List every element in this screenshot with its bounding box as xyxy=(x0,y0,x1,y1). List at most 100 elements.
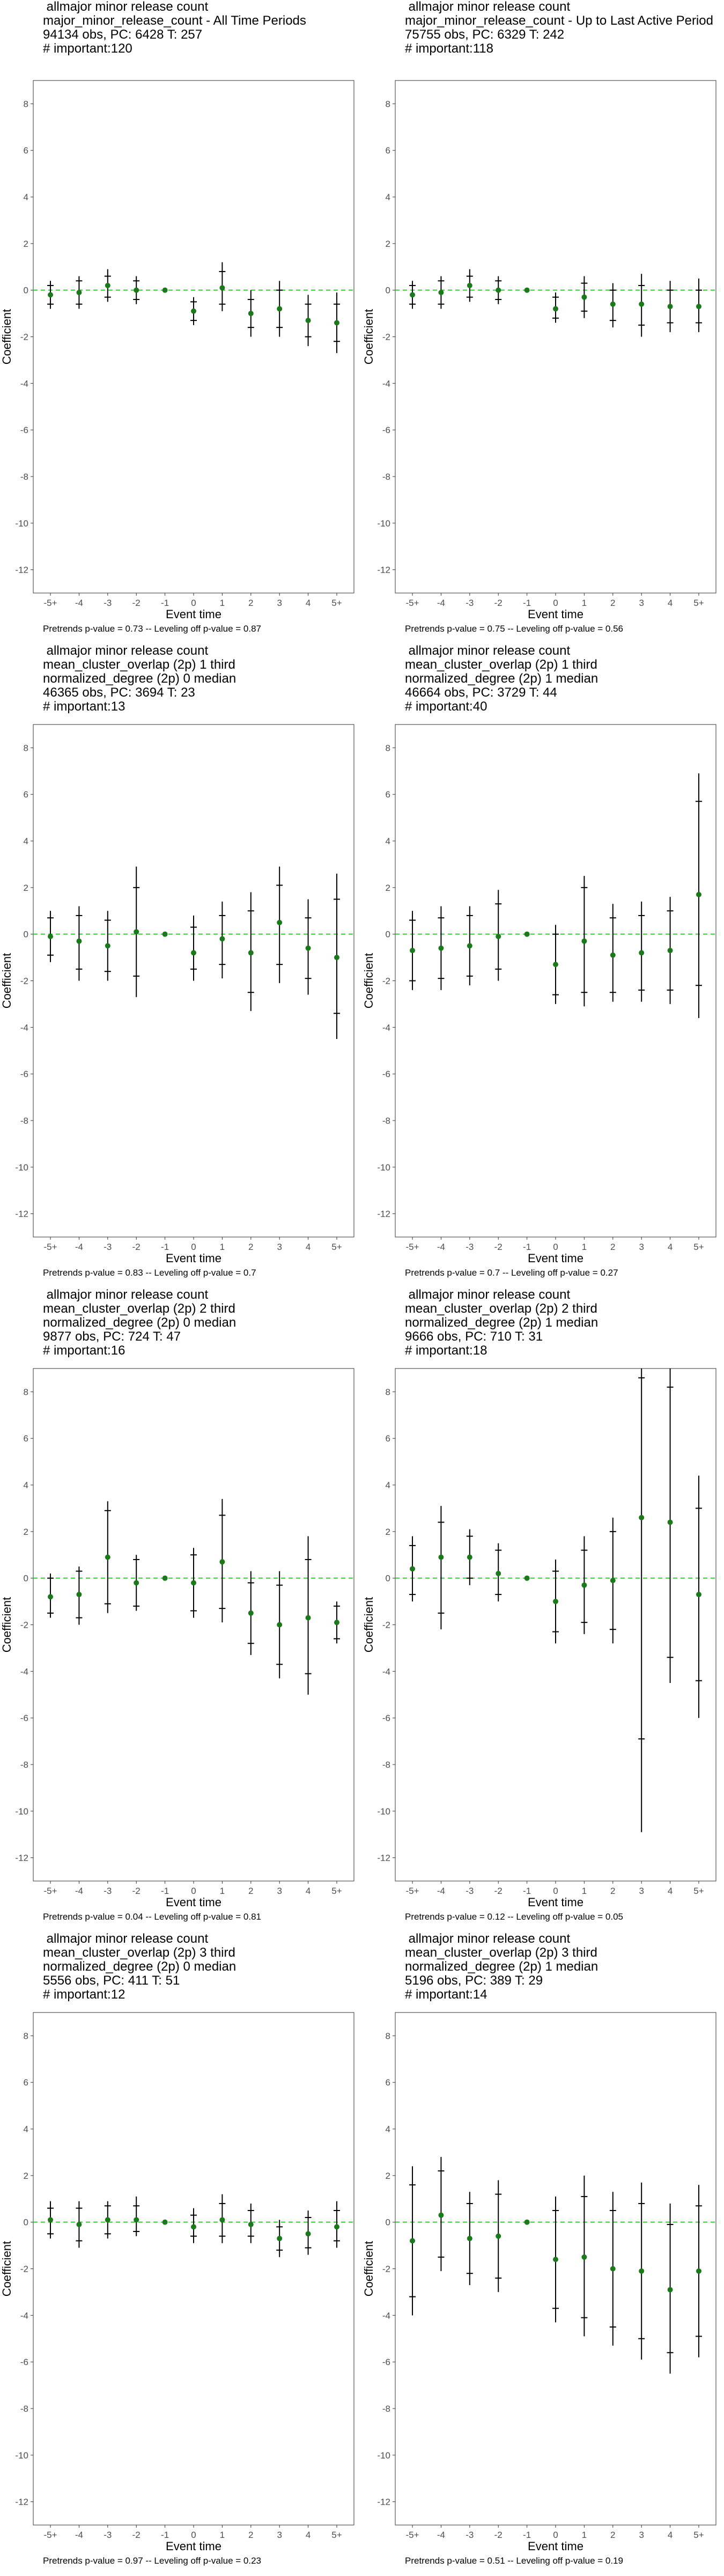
coefficient-point xyxy=(76,938,82,944)
y-axis-label: Coefficient xyxy=(362,2241,375,2297)
x-tick-label: -5+ xyxy=(406,598,419,608)
y-axis-label: Coefficient xyxy=(0,2241,13,2297)
x-tick-label: 4 xyxy=(306,2530,311,2540)
coefficient-point xyxy=(105,2217,110,2223)
x-tick-label: 2 xyxy=(610,1242,615,1252)
coefficient-point xyxy=(305,945,311,951)
y-tick-label: -10 xyxy=(15,1806,28,1817)
y-tick-label: -10 xyxy=(377,1162,390,1173)
y-tick-label: 6 xyxy=(24,789,28,800)
chart-title: allmajor minor release count major_minor_… xyxy=(405,0,713,56)
x-tick-label: 5+ xyxy=(331,1886,342,1896)
y-tick-label: -10 xyxy=(377,1806,390,1817)
y-tick-label: -6 xyxy=(20,2357,28,2367)
y-tick-label: 8 xyxy=(24,1387,28,1397)
coefficient-point xyxy=(48,934,54,940)
coefficient-point xyxy=(248,1610,254,1616)
y-tick-label: 2 xyxy=(24,1527,28,1537)
x-tick-label: 2 xyxy=(610,1886,615,1896)
chart-title-line: # important:118 xyxy=(405,41,493,56)
y-tick-label: -4 xyxy=(382,2310,390,2321)
coefficient-point xyxy=(219,285,225,291)
coefficient-point xyxy=(305,318,311,324)
event-study-panel: allmajor minor release count mean_cluster… xyxy=(0,644,362,1288)
y-tick-label: -10 xyxy=(377,518,390,529)
y-tick-label: -10 xyxy=(15,518,28,529)
y-tick-label: 2 xyxy=(24,239,28,249)
coefficient-point xyxy=(496,287,501,293)
y-tick-label: -2 xyxy=(382,976,390,986)
chart-title-line: normalized_degree (2p) 1 median xyxy=(405,671,599,686)
x-tick-label: 3 xyxy=(639,1886,644,1896)
y-tick-label: -6 xyxy=(20,1069,28,1079)
y-tick-label: 6 xyxy=(24,1433,28,1444)
y-tick-label: 2 xyxy=(386,239,390,249)
chart-title-line: allmajor minor release count xyxy=(43,1931,209,1946)
plot-border xyxy=(33,2012,354,2526)
coefficient-point xyxy=(134,929,139,935)
y-tick-label: 8 xyxy=(386,99,390,109)
x-axis-label: Event time xyxy=(166,608,221,621)
y-tick-label: -10 xyxy=(377,2450,390,2461)
x-tick-label: 0 xyxy=(553,1242,558,1252)
event-study-panel: allmajor minor release count mean_cluster… xyxy=(0,1932,362,2576)
chart-title-line: 9666 obs, PC: 710 T: 31 xyxy=(405,1329,543,1344)
event-study-panel: allmajor minor release count mean_cluster… xyxy=(362,644,724,1288)
plot-border xyxy=(395,80,716,594)
coefficient-point xyxy=(277,2236,283,2242)
y-tick-label: 4 xyxy=(24,2124,28,2134)
plot-border xyxy=(33,1368,354,1882)
y-tick-label: 6 xyxy=(24,145,28,156)
x-tick-label: 2 xyxy=(248,1886,253,1896)
x-tick-label: 4 xyxy=(668,598,673,608)
coefficient-point xyxy=(467,2236,472,2242)
coefficient-point xyxy=(410,2238,416,2244)
x-axis-label: Event time xyxy=(166,2540,221,2553)
chart-title-line: allmajor minor release count xyxy=(405,1931,571,1946)
x-tick-label: -4 xyxy=(75,1242,83,1252)
coefficient-point xyxy=(105,1554,110,1560)
y-tick-label: -8 xyxy=(20,1760,28,1770)
coefficient-point xyxy=(667,2287,673,2293)
x-tick-label: 1 xyxy=(220,2530,225,2540)
x-tick-label: 2 xyxy=(610,598,615,608)
y-tick-label: 4 xyxy=(386,192,390,202)
x-tick-label: 3 xyxy=(639,598,644,608)
x-tick-label: 0 xyxy=(191,2530,196,2540)
chart-title-line: allmajor minor release count xyxy=(43,0,209,14)
coefficient-point xyxy=(134,1580,139,1586)
coefficient-point xyxy=(76,1592,82,1598)
x-tick-label: -1 xyxy=(523,1886,531,1896)
coefficient-point xyxy=(524,287,530,293)
coefficient-point xyxy=(667,948,673,954)
x-tick-label: -3 xyxy=(104,2530,112,2540)
coefficient-point xyxy=(581,938,587,944)
y-tick-label: -4 xyxy=(382,1666,390,1677)
x-tick-label: -2 xyxy=(494,1242,503,1252)
x-tick-label: 0 xyxy=(553,598,558,608)
x-tick-label: 0 xyxy=(191,598,196,608)
y-tick-label: -12 xyxy=(15,1209,28,1219)
chart-title-line: normalized_degree (2p) 0 median xyxy=(43,1315,237,1330)
y-tick-label: 2 xyxy=(24,2171,28,2181)
chart-title-line: 94134 obs, PC: 6428 T: 257 xyxy=(43,27,203,42)
x-axis-label: Event time xyxy=(528,608,583,621)
coefficient-point xyxy=(581,1582,587,1588)
coefficient-point xyxy=(191,308,196,314)
y-tick-label: 6 xyxy=(386,1433,390,1444)
coefficient-point xyxy=(162,931,168,937)
x-tick-label: -3 xyxy=(466,598,474,608)
coefficient-point xyxy=(438,2212,444,2218)
y-tick-label: 8 xyxy=(386,743,390,753)
coefficient-point xyxy=(162,1575,168,1581)
coefficient-point xyxy=(667,1519,673,1525)
chart-title-line: 46365 obs, PC: 3694 T: 23 xyxy=(43,685,195,700)
event-study-panel: allmajor minor release count mean_cluster… xyxy=(362,1288,724,1932)
coefficient-point xyxy=(524,931,530,937)
coefficient-point xyxy=(610,952,616,958)
chart-title: allmajor minor release count mean_cluster… xyxy=(43,1932,236,2002)
coefficient-point xyxy=(639,1514,645,1520)
